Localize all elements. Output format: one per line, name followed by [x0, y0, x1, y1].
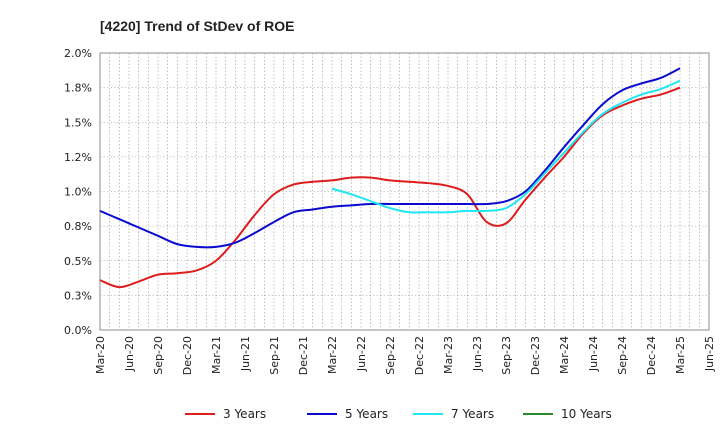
chart-title: [4220] Trend of StDev of ROE	[100, 18, 294, 34]
x-tick-label: Sep-23	[500, 336, 513, 375]
x-tick-label: Mar-20	[94, 336, 107, 374]
series-lines	[99, 67, 681, 289]
x-tick-label: Mar-25	[674, 336, 687, 374]
x-tick-label: Mar-23	[442, 336, 455, 374]
x-tick-label: Dec-24	[645, 336, 658, 375]
series-line-7-years	[331, 79, 681, 214]
legend-label: 5 Years	[345, 407, 388, 421]
x-tick-label: Dec-20	[181, 336, 194, 375]
y-tick-label: 0.8%	[64, 220, 92, 233]
x-tick-label: Jun-23	[471, 336, 484, 372]
y-tick-label: 1.8%	[64, 82, 92, 95]
y-tick-label: 1.2%	[64, 151, 92, 164]
x-tick-label: Sep-24	[616, 336, 629, 375]
x-tick-label: Sep-21	[268, 336, 281, 375]
x-axis-ticks: Mar-20 Jun-20 Sep-20 Dec-20 Mar-21 Jun-21 Sep-…	[94, 336, 716, 375]
y-tick-label: 2.0%	[64, 47, 92, 60]
x-tick-label: Jun-25	[703, 336, 716, 372]
x-tick-label: Jun-22	[355, 336, 368, 372]
legend-label: 7 Years	[451, 407, 494, 421]
y-axis-ticks: 0.0% 0.3% 0.5% 0.8% 1.0% 1.2% 1.5% 1.8% 2.0%	[64, 47, 92, 337]
x-tick-label: Jun-24	[587, 336, 600, 372]
legend-label: 10 Years	[561, 407, 612, 421]
x-tick-label: Mar-22	[326, 336, 339, 374]
legend: 3 Years 5 Years 7 Years 10 Years	[185, 407, 612, 421]
x-tick-label: Mar-24	[558, 336, 571, 374]
series-line-5-years	[99, 67, 681, 249]
x-tick-label: Jun-20	[123, 336, 136, 372]
legend-label: 3 Years	[223, 407, 266, 421]
x-tick-label: Jun-21	[239, 336, 252, 372]
y-tick-label: 0.0%	[64, 324, 92, 337]
y-tick-label: 0.3%	[64, 289, 92, 302]
y-tick-label: 0.5%	[64, 255, 92, 268]
x-tick-label: Dec-22	[413, 336, 426, 375]
x-tick-label: Dec-21	[297, 336, 310, 375]
x-tick-label: Sep-22	[384, 336, 397, 375]
y-tick-label: 1.5%	[64, 116, 92, 129]
x-tick-label: Dec-23	[529, 336, 542, 375]
y-tick-label: 1.0%	[64, 186, 92, 199]
x-tick-label: Mar-21	[210, 336, 223, 374]
x-tick-label: Sep-20	[152, 336, 165, 375]
